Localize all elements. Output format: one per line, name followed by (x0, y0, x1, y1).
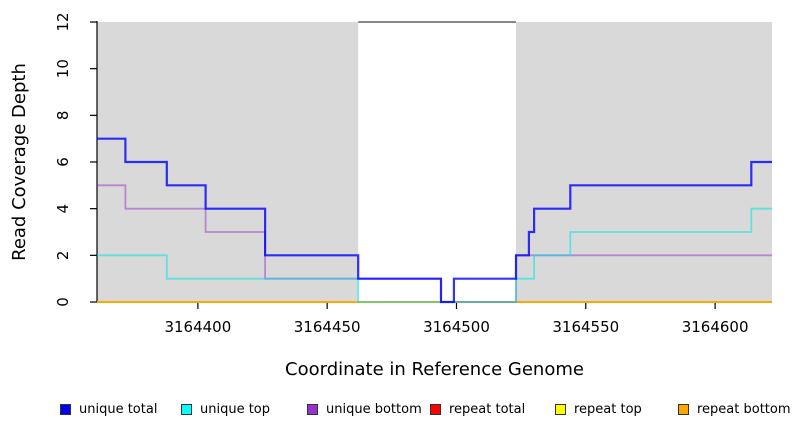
legend-swatch-icon (678, 403, 689, 415)
y-tick-label: 0 (54, 297, 72, 307)
legend-label: unique total (79, 401, 158, 417)
legend-label: repeat bottom (697, 401, 791, 417)
legend-swatch-icon (181, 403, 192, 415)
x-tick-label: 3164550 (552, 318, 619, 336)
plot-area: 0 2 4 6 8 10 12 3164400 3164450 3164500 3164550 316… (54, 12, 772, 336)
legend-item-unique-top: unique top (181, 401, 270, 417)
legend-swatch-icon (307, 403, 318, 415)
y-tick-label: 2 (54, 251, 72, 261)
y-axis-title: Read Coverage Depth (9, 63, 30, 261)
legend-swatch-icon (60, 403, 71, 415)
y-tick-label: 6 (54, 157, 72, 167)
legend-label: repeat top (574, 401, 642, 417)
series-unique-top (97, 207, 772, 303)
series-unique-total (97, 137, 772, 304)
legend-item-repeat-top: repeat top (555, 401, 642, 417)
x-tick-label: 3164400 (164, 318, 231, 336)
y-tick-label: 4 (54, 204, 72, 214)
legend-label: unique bottom (326, 401, 422, 417)
y-tick-label: 8 (54, 111, 72, 121)
x-tick-label: 3164450 (294, 318, 361, 336)
x-tick-label: 3164600 (682, 318, 749, 336)
legend-swatch-icon (430, 403, 441, 415)
legend-item-repeat-bottom: repeat bottom (678, 401, 791, 417)
legend-label: repeat total (449, 401, 526, 417)
y-tick-label: 12 (54, 12, 72, 31)
legend-item-repeat-total: repeat total (430, 401, 525, 417)
legend-item-unique-bottom: unique bottom (307, 401, 422, 417)
shaded-region (515, 22, 772, 302)
legend-label: unique top (200, 401, 271, 417)
y-tick-label: 10 (54, 59, 72, 78)
x-axis-title: Coordinate in Reference Genome (285, 359, 584, 380)
x-tick-label: 3164500 (423, 318, 490, 336)
legend-item-unique-total: unique total (60, 401, 157, 417)
legend-swatch-icon (555, 403, 566, 415)
legend: unique total unique top unique bottom repea… (0, 401, 792, 421)
